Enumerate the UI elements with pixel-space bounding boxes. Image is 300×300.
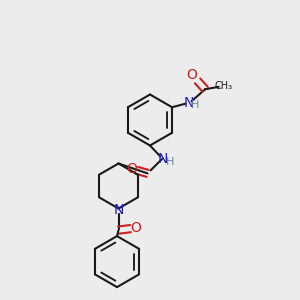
Text: O: O	[187, 68, 198, 83]
Text: N: N	[113, 203, 124, 217]
Text: O: O	[130, 221, 141, 235]
Text: H: H	[191, 100, 200, 110]
Text: H: H	[166, 157, 174, 167]
Text: N: N	[183, 96, 194, 110]
Text: O: O	[126, 163, 137, 176]
Text: CH₃: CH₃	[214, 81, 232, 91]
Text: N: N	[158, 152, 168, 166]
